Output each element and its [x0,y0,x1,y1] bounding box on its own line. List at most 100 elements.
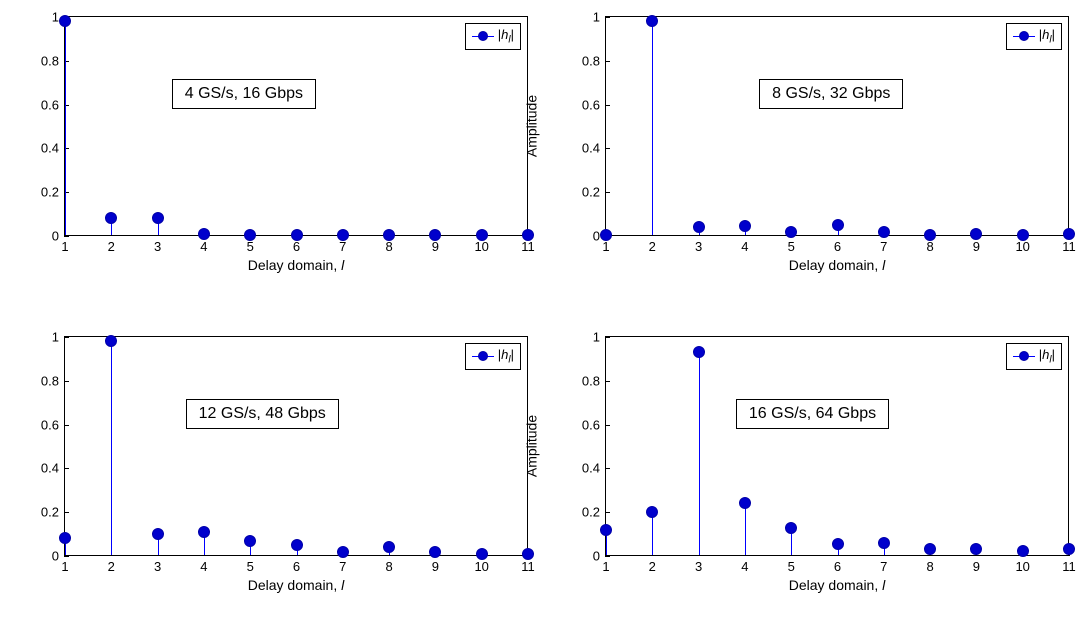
xtick-label: 11 [521,559,535,574]
stem-marker [646,506,658,518]
ytick [64,512,69,513]
ytick [64,556,69,557]
ytick [605,148,610,149]
stem-marker [476,548,488,560]
stem-marker [1063,543,1075,555]
stem-marker [646,15,658,27]
ytick-label: 0 [593,549,600,564]
xtick-label: 4 [741,559,748,574]
plot-area: 00.20.40.60.811234567891011Delay domain,… [605,16,1069,236]
legend-marker-icon [1013,36,1035,37]
stem-marker [878,537,890,549]
ytick [64,236,69,237]
ytick [605,556,610,557]
stem-marker [785,226,797,238]
xtick-label: 2 [649,559,656,574]
xtick-label: 10 [1015,559,1029,574]
plot-area: 00.20.40.60.811234567891011Delay domain,… [605,336,1069,556]
ytick-label: 0.2 [41,185,59,200]
panel-4: 00.20.40.60.811234567891011Delay domain,… [605,336,1069,556]
xtick-label: 2 [108,239,115,254]
stem-marker [244,535,256,547]
xtick-label: 1 [61,559,68,574]
stem-marker [1063,228,1075,240]
ytick-label: 0.4 [582,141,600,156]
stem-marker [105,335,117,347]
xtick-label: 3 [695,239,702,254]
legend-marker-icon [472,356,494,357]
ytick-label: 0.2 [582,185,600,200]
ytick-label: 0.8 [582,53,600,68]
xtick-label: 5 [247,559,254,574]
ytick-label: 0 [52,229,59,244]
xtick-label: 1 [602,559,609,574]
xtick-label: 2 [108,559,115,574]
ytick [605,17,610,18]
stem-marker [476,229,488,241]
stem-marker [600,229,612,241]
ytick [605,512,610,513]
stem-marker [383,229,395,241]
figure-grid: 00.20.40.60.811234567891011Delay domain,… [0,0,1089,624]
stem-marker [739,220,751,232]
xtick-label: 6 [834,239,841,254]
xtick-label: 3 [154,559,161,574]
ytick-label: 0 [593,229,600,244]
xtick-label: 8 [926,559,933,574]
legend: |hl| [465,343,521,370]
legend: |hl| [465,23,521,50]
stem-marker [105,212,117,224]
stem-marker [337,229,349,241]
xtick-label: 3 [154,239,161,254]
xtick-label: 11 [1062,239,1076,254]
stem-marker [970,543,982,555]
xtick-label: 1 [61,239,68,254]
stem-marker [429,229,441,241]
rate-annotation: 16 GS/s, 64 Gbps [736,399,889,429]
stem-marker [785,522,797,534]
xtick-label: 9 [973,559,980,574]
xtick-label: 11 [1062,559,1076,574]
x-axis-label: Delay domain, l [248,257,345,273]
xtick-label: 6 [293,239,300,254]
xtick-label: 6 [834,559,841,574]
ytick-label: 0.6 [582,97,600,112]
legend-label: |hl| [1039,347,1055,366]
stem-marker [244,229,256,241]
ytick-label: 0.4 [41,461,59,476]
ytick-label: 1 [52,10,59,25]
xtick-label: 8 [926,239,933,254]
xtick-label: 5 [247,239,254,254]
xtick-label: 8 [385,239,392,254]
xtick-label: 9 [432,559,439,574]
panel-3: 00.20.40.60.811234567891011Delay domain,… [64,336,528,556]
panel-2: 00.20.40.60.811234567891011Delay domain,… [605,16,1069,236]
stem-marker [152,528,164,540]
x-axis-label: Delay domain, l [789,577,886,593]
ytick [64,425,69,426]
plot-area: 00.20.40.60.811234567891011Delay domain,… [64,336,528,556]
xtick-label: 10 [1015,239,1029,254]
ytick-label: 0.6 [582,417,600,432]
ytick [64,468,69,469]
xtick-label: 4 [200,239,207,254]
stem-marker [924,229,936,241]
legend-marker-icon [472,36,494,37]
xtick-label: 5 [788,239,795,254]
rate-annotation: 8 GS/s, 32 Gbps [759,79,903,109]
y-axis-label: Amplitude [523,415,539,477]
legend-marker-icon [1013,356,1035,357]
legend: |hl| [1006,343,1062,370]
xtick-label: 1 [602,239,609,254]
xtick-label: 3 [695,559,702,574]
xtick-label: 4 [200,559,207,574]
ytick-label: 1 [52,330,59,345]
stem-marker [152,212,164,224]
rate-annotation: 12 GS/s, 48 Gbps [186,399,339,429]
ytick [64,337,69,338]
ytick-label: 0.6 [41,417,59,432]
ytick-label: 0.8 [41,53,59,68]
xtick-label: 7 [339,239,346,254]
stem-line [699,351,700,555]
xtick-label: 7 [339,559,346,574]
